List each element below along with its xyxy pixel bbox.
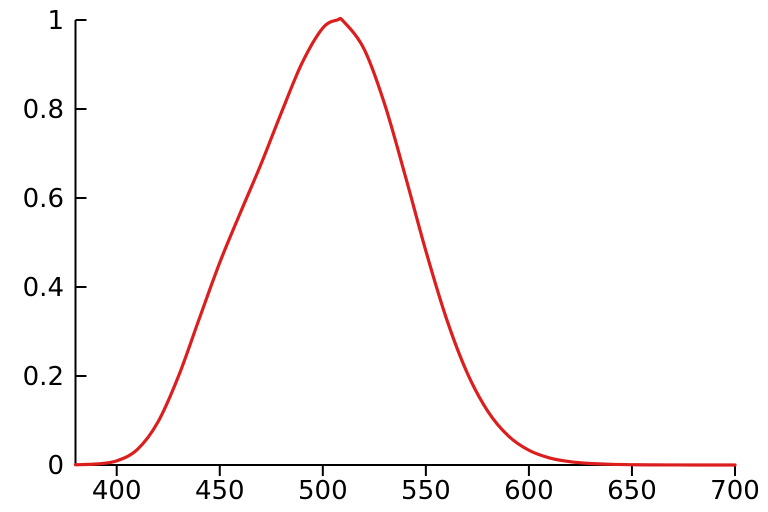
y-tick-label: 1 [47,6,64,36]
x-tick-label: 450 [195,476,245,506]
x-tick-label: 700 [710,476,760,506]
y-tick-label: 0 [47,451,64,481]
tick-layer [75,19,736,476]
x-tick-label: 600 [504,476,554,506]
x-tick-label: 550 [401,476,451,506]
curve-path [73,16,737,467]
series-layer [73,16,737,467]
x-tick-label: 650 [607,476,657,506]
axes-layer [74,20,736,466]
y-tick-label: 0.8 [23,95,64,125]
x-tick-label: 500 [298,476,348,506]
tick-label-layer: 0 0.2 0.4 0.6 0.8 1 400 450 500 550 600 650 700 [23,6,760,506]
x-tick-label: 400 [92,476,142,506]
y-tick-label: 0.6 [23,184,64,214]
y-tick-label: 0.4 [23,273,64,303]
y-tick-label: 0.2 [23,362,64,392]
